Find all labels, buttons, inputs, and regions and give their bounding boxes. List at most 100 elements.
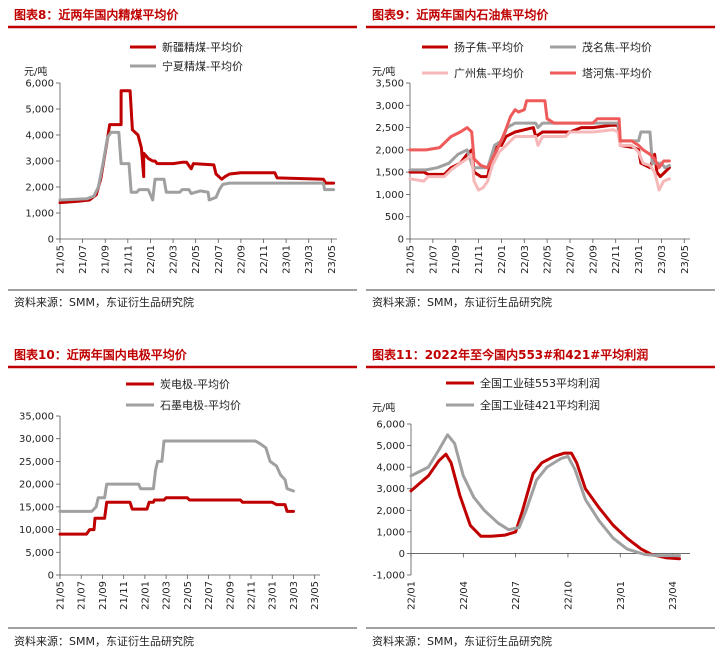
y-tick-label: 1,000 [25, 209, 54, 220]
y-tick-label: 0 [48, 235, 54, 246]
legend-label: 全国工业硅553平均利润 [480, 376, 600, 390]
y-tick-label: 20,000 [19, 480, 54, 491]
series-line-3 [408, 128, 671, 192]
x-tick-label: 21/07 [428, 245, 439, 274]
x-tick-label: 23/03 [304, 245, 315, 274]
x-tick-label: 22/01 [140, 581, 151, 610]
y-tick-label: 1,500 [375, 168, 404, 179]
x-tick-label: 21/05 [56, 245, 67, 274]
legend-label: 塔河焦-平均价 [582, 67, 652, 80]
legend-label: 炭电极-平均价 [160, 377, 230, 391]
x-tick-label: 22/01 [497, 245, 508, 274]
x-tick-label: 22/09 [225, 581, 236, 610]
x-tick-label: 22/11 [247, 581, 258, 610]
x-tick-label: 21/09 [451, 245, 462, 274]
panel-1: 图表8：近两年国内精煤平均价 元/吨 0 1,000 2,000 3,000 4,000 5… [8, 7, 357, 309]
legend-label: 宁夏精煤-平均价 [162, 59, 243, 73]
x-tick-label: 22/01 [146, 245, 157, 274]
series-line-4 [408, 99, 671, 170]
y-tick-label: 3,000 [25, 157, 54, 168]
series-line-2 [408, 121, 671, 172]
panel-2-title: 图表9：近两年国内石油焦平均价 [372, 7, 549, 22]
x-tick-label: 22/07 [511, 581, 522, 610]
x-tick-label: 22/09 [236, 245, 247, 274]
y-tick-label: 15,000 [19, 502, 54, 513]
legend-label: 新疆精煤-平均价 [162, 40, 243, 54]
panel-3: 图表10：近两年国内电极平均价 0 5,000 10,000 15,000 20,000… [8, 347, 357, 648]
legend-label: 全国工业硅421平均利润 [480, 398, 600, 412]
y-tick-label: -1,000 [373, 571, 405, 582]
y-tick-label: 3,000 [376, 484, 405, 495]
y-tick-label: 6,000 [376, 420, 405, 431]
legend-label: 广州焦-平均价 [454, 67, 524, 80]
x-tick-label: 22/03 [162, 581, 173, 610]
series-line-2 [58, 130, 336, 202]
y-tick-label: 5,000 [376, 441, 405, 452]
series-line-2 [58, 439, 295, 513]
x-tick-label: 22/05 [183, 581, 194, 610]
panel-4: 图表11：2022年至今国内553#和421#平均利润 元/吨 -1,000 0 1,… [366, 347, 715, 648]
chart-2-unit-label: 元/吨 [372, 65, 395, 78]
panel-4-source: 资料来源：SMM，东证衍生品研究院 [372, 634, 552, 648]
chart-4: 元/吨 -1,000 0 1,000 2,000 3,000 4,000 5,000 6,000… [372, 376, 690, 610]
panel-2-source: 资料来源：SMM，东证衍生品研究院 [372, 295, 552, 309]
x-tick-label: 23/05 [310, 581, 321, 610]
x-tick-label: 22/05 [191, 245, 202, 274]
series-line-1 [408, 123, 671, 179]
y-tick-label: 1,000 [376, 527, 405, 538]
y-tick-label: 4,000 [376, 463, 405, 474]
legend-label: 扬子焦-平均价 [454, 40, 524, 54]
y-tick-label: 3,500 [375, 79, 404, 90]
x-tick-label: 21/09 [101, 245, 112, 274]
y-tick-label: 5,000 [25, 548, 54, 559]
y-tick-label: 6,000 [25, 79, 54, 90]
x-tick-label: 22/10 [563, 581, 574, 610]
x-tick-label: 21/05 [56, 581, 67, 610]
chart-1: 元/吨 0 1,000 2,000 3,000 4,000 5,000 6,000 21/05 2… [24, 40, 338, 274]
panel-3-title: 图表10：近两年国内电极平均价 [14, 347, 188, 362]
x-tick-label: 22/07 [204, 581, 215, 610]
x-tick-label: 22/04 [459, 581, 470, 610]
x-tick-label: 21/07 [78, 245, 89, 274]
y-tick-label: 2,000 [376, 506, 405, 517]
series-line-1 [409, 451, 681, 561]
y-tick-label: 5,000 [25, 105, 54, 116]
x-tick-label: 23/01 [616, 581, 627, 610]
panel-2: 图表9：近两年国内石油焦平均价 元/吨 0 500 1,000 1,500 2,000 2,… [366, 7, 715, 309]
y-tick-label: 0 [48, 571, 54, 582]
legend-label: 茂名焦-平均价 [582, 40, 652, 54]
y-tick-label: 25,000 [19, 457, 54, 468]
y-tick-label: 4,000 [25, 131, 54, 142]
x-tick-label: 22/07 [566, 245, 577, 274]
x-tick-label: 21/05 [406, 245, 417, 274]
y-tick-label: 1,000 [375, 190, 404, 201]
x-tick-label: 23/01 [634, 245, 645, 274]
panel-4-title: 图表11：2022年至今国内553#和421#平均利润 [372, 347, 648, 362]
chart-4-unit-label: 元/吨 [372, 401, 395, 414]
y-tick-label: 2,000 [375, 145, 404, 156]
x-tick-label: 21/09 [98, 581, 109, 610]
x-tick-label: 21/11 [119, 581, 130, 610]
y-tick-label: 30,000 [19, 434, 54, 445]
x-tick-label: 23/03 [289, 581, 300, 610]
x-tick-label: 23/05 [327, 245, 338, 274]
y-tick-label: 2,500 [375, 123, 404, 134]
x-tick-label: 22/03 [520, 245, 531, 274]
y-tick-label: 0 [399, 549, 405, 560]
x-tick-label: 22/11 [611, 245, 622, 274]
x-tick-label: 23/04 [668, 581, 679, 610]
series-line-2 [409, 433, 681, 558]
x-tick-label: 23/01 [268, 581, 279, 610]
chart-2: 元/吨 0 500 1,000 1,500 2,000 2,500 3,000 3,500 21/… [372, 40, 691, 274]
panel-1-title: 图表8：近两年国内精煤平均价 [14, 7, 179, 22]
x-tick-label: 22/07 [214, 245, 225, 274]
legend-label: 石墨电极-平均价 [160, 398, 241, 412]
x-tick-label: 22/05 [543, 245, 554, 274]
x-tick-label: 21/11 [123, 245, 134, 274]
y-tick-label: 3,000 [375, 101, 404, 112]
x-tick-label: 22/03 [169, 245, 180, 274]
y-tick-label: 10,000 [19, 525, 54, 536]
x-tick-label: 22/01 [407, 581, 418, 610]
y-tick-label: 0 [398, 235, 404, 246]
